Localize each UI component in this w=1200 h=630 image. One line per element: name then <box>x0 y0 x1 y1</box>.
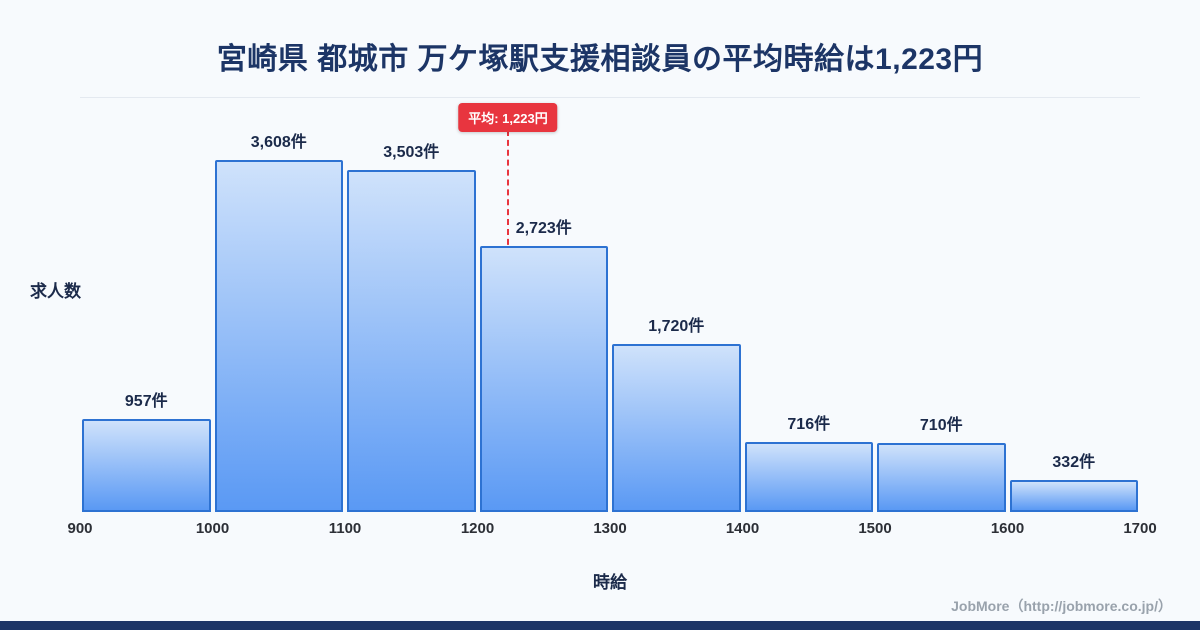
bar-value-label: 332件 <box>1052 453 1096 471</box>
bar-value-label: 716件 <box>787 416 831 434</box>
x-tick-label: 1300 <box>593 520 627 537</box>
x-tick-label: 900 <box>67 520 93 537</box>
histogram-bar <box>1009 479 1138 512</box>
histogram-bar <box>82 418 211 512</box>
bar-value-label: 3,503件 <box>383 144 440 162</box>
y-axis-label: 求人数 <box>30 282 81 301</box>
x-axis-label: 時給 <box>593 573 627 592</box>
footer-credit: JobMore（http://jobmore.co.jp/） <box>951 598 1172 614</box>
x-tick-label: 1200 <box>460 520 495 537</box>
histogram-bar <box>877 442 1006 512</box>
histogram-bar <box>347 170 476 512</box>
histogram-bar <box>214 160 343 512</box>
x-tick-label: 1400 <box>725 520 760 537</box>
x-axis-ticks: 900 1000 1100 1200 1300 1400 1500 1600 1700 <box>67 520 1156 542</box>
x-tick-label: 1100 <box>328 520 362 537</box>
histogram-bar <box>479 246 608 512</box>
average-badge: 平均: 1,223円 <box>458 103 558 132</box>
x-tick-label: 1500 <box>858 520 892 537</box>
histogram-bar <box>612 344 741 512</box>
x-tick-label: 1000 <box>195 520 230 537</box>
x-tick-label: 1600 <box>990 520 1025 537</box>
bar-value-label: 3,608件 <box>250 134 307 151</box>
histogram-bar <box>744 442 873 512</box>
bottom-accent-strip <box>0 621 1200 630</box>
bar-value-label: 1,720件 <box>648 318 705 336</box>
x-tick-label: 1700 <box>1123 520 1157 537</box>
bar-value-label: 710件 <box>919 416 963 434</box>
bar-value-label: 2,723件 <box>515 220 572 238</box>
bar-value-label: 957件 <box>124 392 168 410</box>
plot-area: 平均: 1,223円 957件 3,608件 3,503件 2,723件 1,720件 7… <box>80 97 1140 512</box>
page-title: 宮崎県 都城市 万ケ塚駅支援相談員の平均時給は1,223円 <box>216 43 984 76</box>
